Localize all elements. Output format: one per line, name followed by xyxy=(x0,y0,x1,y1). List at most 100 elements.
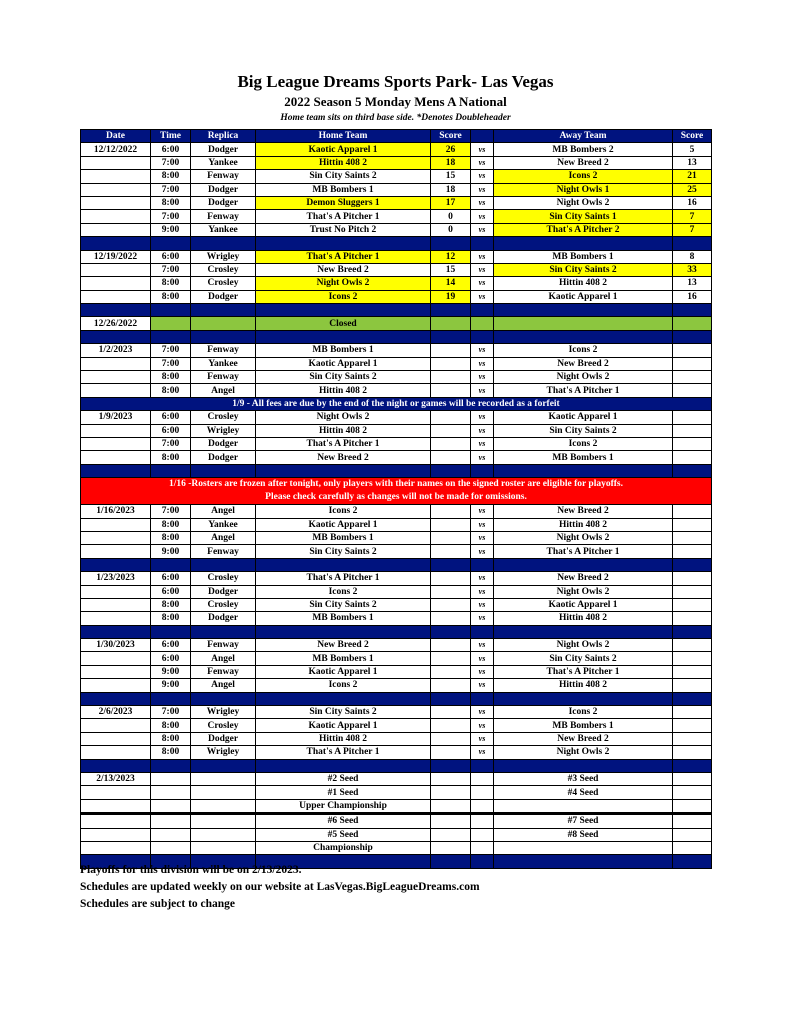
away-team: MB Bombers 1 xyxy=(493,718,673,733)
separator-cell xyxy=(493,303,673,318)
home-team: Demon Sluggers 1 xyxy=(255,195,431,211)
separator-cell xyxy=(470,329,494,345)
schedule-table: Date Time Replica Home Team Score Away Team Sc… xyxy=(80,128,712,869)
separator-cell xyxy=(190,236,256,251)
vs-label: vs xyxy=(470,504,494,519)
home-score: 15 xyxy=(430,169,471,184)
away-team: Hittin 408 2 xyxy=(493,678,673,693)
separator-row xyxy=(80,329,712,345)
date xyxy=(80,530,151,546)
date xyxy=(80,785,151,800)
date xyxy=(80,840,151,856)
away-team: MB Bombers 2 xyxy=(493,142,673,157)
date xyxy=(80,544,151,559)
game-row: 8:00 Angel Hittin 408 2 vs That's A Pitcher … xyxy=(80,383,712,398)
home-score: 19 xyxy=(430,289,471,305)
replica xyxy=(190,798,256,816)
home-score xyxy=(430,638,471,653)
date xyxy=(80,155,151,171)
date xyxy=(80,276,151,291)
game-row: 8:00 Angel MB Bombers 1 vs Night Owls 2 xyxy=(80,530,712,546)
vs-label xyxy=(470,798,494,816)
home-team: New Breed 2 xyxy=(255,450,431,465)
replica: Fenway xyxy=(190,343,256,358)
away-score xyxy=(672,410,712,425)
alert-text: 1/16 -Rosters are frozen after tonight, … xyxy=(168,479,624,490)
vs-label: vs xyxy=(470,169,494,184)
separator-cell xyxy=(493,854,673,869)
separator-cell xyxy=(430,303,471,318)
empty xyxy=(493,316,673,331)
replica: Wrigley xyxy=(190,249,256,264)
home-team: Kaotic Apparel 1 xyxy=(255,142,431,157)
separator-cell xyxy=(430,236,471,251)
separator-cell xyxy=(493,557,673,573)
home-team: Sin City Saints 2 xyxy=(255,705,431,720)
page-note: Home team sits on third base side. *Deno… xyxy=(280,113,511,123)
game-row: 6:00 Wrigley Hittin 408 2 vs Sin City Saints… xyxy=(80,423,712,438)
replica xyxy=(190,316,256,331)
alert-cell: 1/16 -Rosters are frozen after tonight, … xyxy=(80,477,712,506)
separator-row xyxy=(80,854,712,869)
home-score xyxy=(430,651,471,666)
vs-label: vs xyxy=(470,289,494,305)
replica: Yankee xyxy=(190,517,256,532)
separator-cell xyxy=(80,329,151,345)
away-score: 21 xyxy=(672,169,712,184)
empty xyxy=(470,316,494,331)
separator-cell xyxy=(150,624,191,640)
game-row: 8:00 Fenway Sin City Saints 2 vs Night Owls … xyxy=(80,370,712,385)
away-team: New Breed 2 xyxy=(493,504,673,519)
separator-cell xyxy=(255,624,431,640)
away-team-header: Away Team xyxy=(493,128,673,144)
vs-label: vs xyxy=(470,249,494,264)
vs-label: vs xyxy=(470,343,494,358)
playoff-row: #1 Seed #4 Seed xyxy=(80,785,712,800)
separator-cell xyxy=(255,236,431,251)
home-score xyxy=(430,571,471,586)
date xyxy=(80,597,151,613)
separator-cell xyxy=(493,329,673,345)
time: 7:00 xyxy=(150,705,191,720)
away-score: 13 xyxy=(672,155,712,171)
home-score xyxy=(430,450,471,465)
home-team: Hittin 408 2 xyxy=(255,155,431,171)
game-row: 1/9/2023 6:00 Crosley Night Owls 2 vs Kaotic … xyxy=(80,410,712,425)
replica xyxy=(190,827,256,842)
away-score xyxy=(672,571,712,586)
date: 2/6/2023 xyxy=(80,705,151,720)
home-team: MB Bombers 1 xyxy=(255,530,431,546)
time: 7:00 xyxy=(150,209,191,224)
home-team: #2 Seed xyxy=(255,771,431,787)
home-score xyxy=(430,584,471,599)
replica: Yankee xyxy=(190,356,256,372)
home-team: Upper Championship xyxy=(255,798,431,816)
vs-label: vs xyxy=(470,745,494,760)
home-score xyxy=(430,840,471,856)
time: 7:00 xyxy=(150,182,191,197)
time: 8:00 xyxy=(150,517,191,532)
away-score xyxy=(672,813,712,829)
away-score xyxy=(672,383,712,398)
game-row: 1/23/2023 6:00 Crosley That's A Pitcher 1 vs… xyxy=(80,571,712,586)
away-score xyxy=(672,423,712,438)
away-team: MB Bombers 1 xyxy=(493,450,673,465)
away-score-header: Score xyxy=(672,128,712,144)
time: 8:00 xyxy=(150,169,191,184)
separator-row xyxy=(80,463,712,479)
separator-cell xyxy=(150,758,191,773)
game-row: 8:00 Dodger Demon Sluggers 1 17 vs Night Owls… xyxy=(80,195,712,211)
time xyxy=(150,316,191,331)
separator-cell xyxy=(430,854,471,869)
home-team: Hittin 408 2 xyxy=(255,423,431,438)
home-team: Night Owls 2 xyxy=(255,276,431,291)
home-team: Night Owls 2 xyxy=(255,410,431,425)
game-row: 8:00 Crosley Kaotic Apparel 1 vs MB Bombers … xyxy=(80,718,712,733)
replica: Wrigley xyxy=(190,423,256,438)
vs-label: vs xyxy=(470,517,494,532)
game-row: 8:00 Wrigley That's A Pitcher 1 vs Night Owl… xyxy=(80,745,712,760)
away-team: Kaotic Apparel 1 xyxy=(493,410,673,425)
away-team: Sin City Saints 1 xyxy=(493,209,673,224)
home-score xyxy=(430,611,471,626)
vs-label xyxy=(470,840,494,856)
